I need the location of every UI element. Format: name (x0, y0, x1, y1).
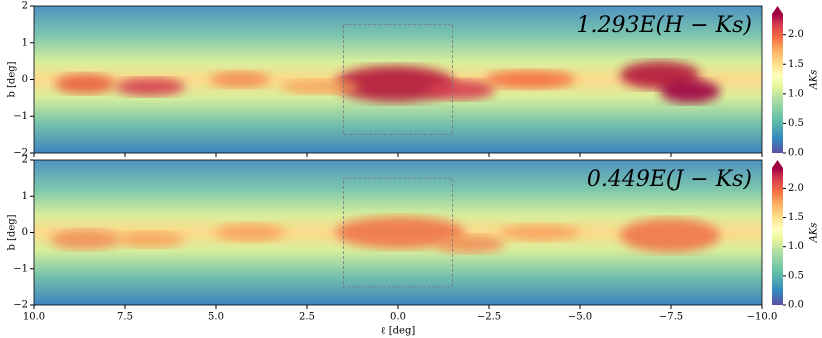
heatmap-image (34, 160, 762, 305)
x-tick-label: 7.5 (117, 312, 133, 323)
colorbar-tick-label: 1.0 (788, 88, 804, 99)
dust-cloud (115, 231, 185, 248)
y-tick-label: −2 (13, 300, 28, 311)
annotation: 1.293E(H − Ks) (576, 13, 752, 38)
x-tick-label: 0.0 (390, 312, 406, 323)
dust-cloud (500, 224, 580, 241)
dust-cloud (335, 65, 455, 102)
highlight-box (342, 177, 453, 288)
annotation: 0.449E(J − Ks) (587, 167, 752, 192)
colorbar-tick-label: 0.0 (788, 148, 804, 159)
y-tick-label: −2 (13, 148, 28, 159)
y-tick-label: 2 (22, 155, 28, 166)
x-tick-label: −5.0 (568, 312, 592, 323)
dust-cloud (335, 216, 465, 249)
image (34, 160, 762, 305)
colorbar-tick-label: 1.5 (788, 212, 804, 223)
dust-cloud (660, 79, 720, 104)
x-tick-label: 5.0 (208, 312, 224, 323)
y-tick-label: 2 (22, 1, 28, 12)
heatmap-image (34, 6, 762, 153)
y-axis-label: b [deg] (7, 61, 18, 97)
colorbar-tick-label: 2.0 (788, 29, 804, 40)
colorbar (772, 14, 783, 153)
dust-cloud (435, 235, 505, 254)
dust-cloud (50, 229, 120, 250)
image (34, 6, 762, 153)
colorbar-tick-label: 1.5 (788, 59, 804, 70)
y-axis-label: b [deg] (7, 214, 18, 250)
y-tick-label: 1 (22, 37, 28, 48)
colorbar-extend (772, 160, 783, 168)
dust-cloud (620, 218, 720, 253)
colorbar-tick-label: 1.0 (788, 241, 804, 252)
y-tick-label: 0 (22, 227, 28, 238)
colorbar-tick-label: 0.5 (788, 118, 804, 129)
dust-cloud (215, 223, 285, 242)
dust-cloud (210, 71, 270, 88)
x-tick-label: −10.0 (747, 312, 778, 323)
y-tick-label: −1 (13, 111, 28, 122)
dust-cloud (55, 73, 115, 94)
x-tick-label: 10.0 (23, 312, 45, 323)
y-tick-label: 0 (22, 74, 28, 85)
dust-cloud (280, 79, 360, 94)
colorbar-tick-label: 2.0 (788, 183, 804, 194)
colorbar (772, 168, 783, 305)
x-axis-label: ℓ [deg] (381, 326, 416, 337)
colorbar-tick-label: 0.0 (788, 300, 804, 311)
x-tick-label: −2.5 (477, 312, 501, 323)
y-tick-label: 1 (22, 191, 28, 202)
colorbar-extend (772, 6, 783, 14)
colorbar-tick-label: 0.5 (788, 270, 804, 281)
colorbar-label: AKs (809, 223, 820, 244)
x-tick-label: 2.5 (299, 312, 315, 323)
y-tick-label: −1 (13, 263, 28, 274)
x-tick-label: −7.5 (659, 312, 683, 323)
dust-cloud (425, 79, 495, 100)
colorbar-label: AKs (809, 70, 820, 91)
dust-cloud (485, 70, 575, 89)
dust-cloud (115, 77, 185, 96)
